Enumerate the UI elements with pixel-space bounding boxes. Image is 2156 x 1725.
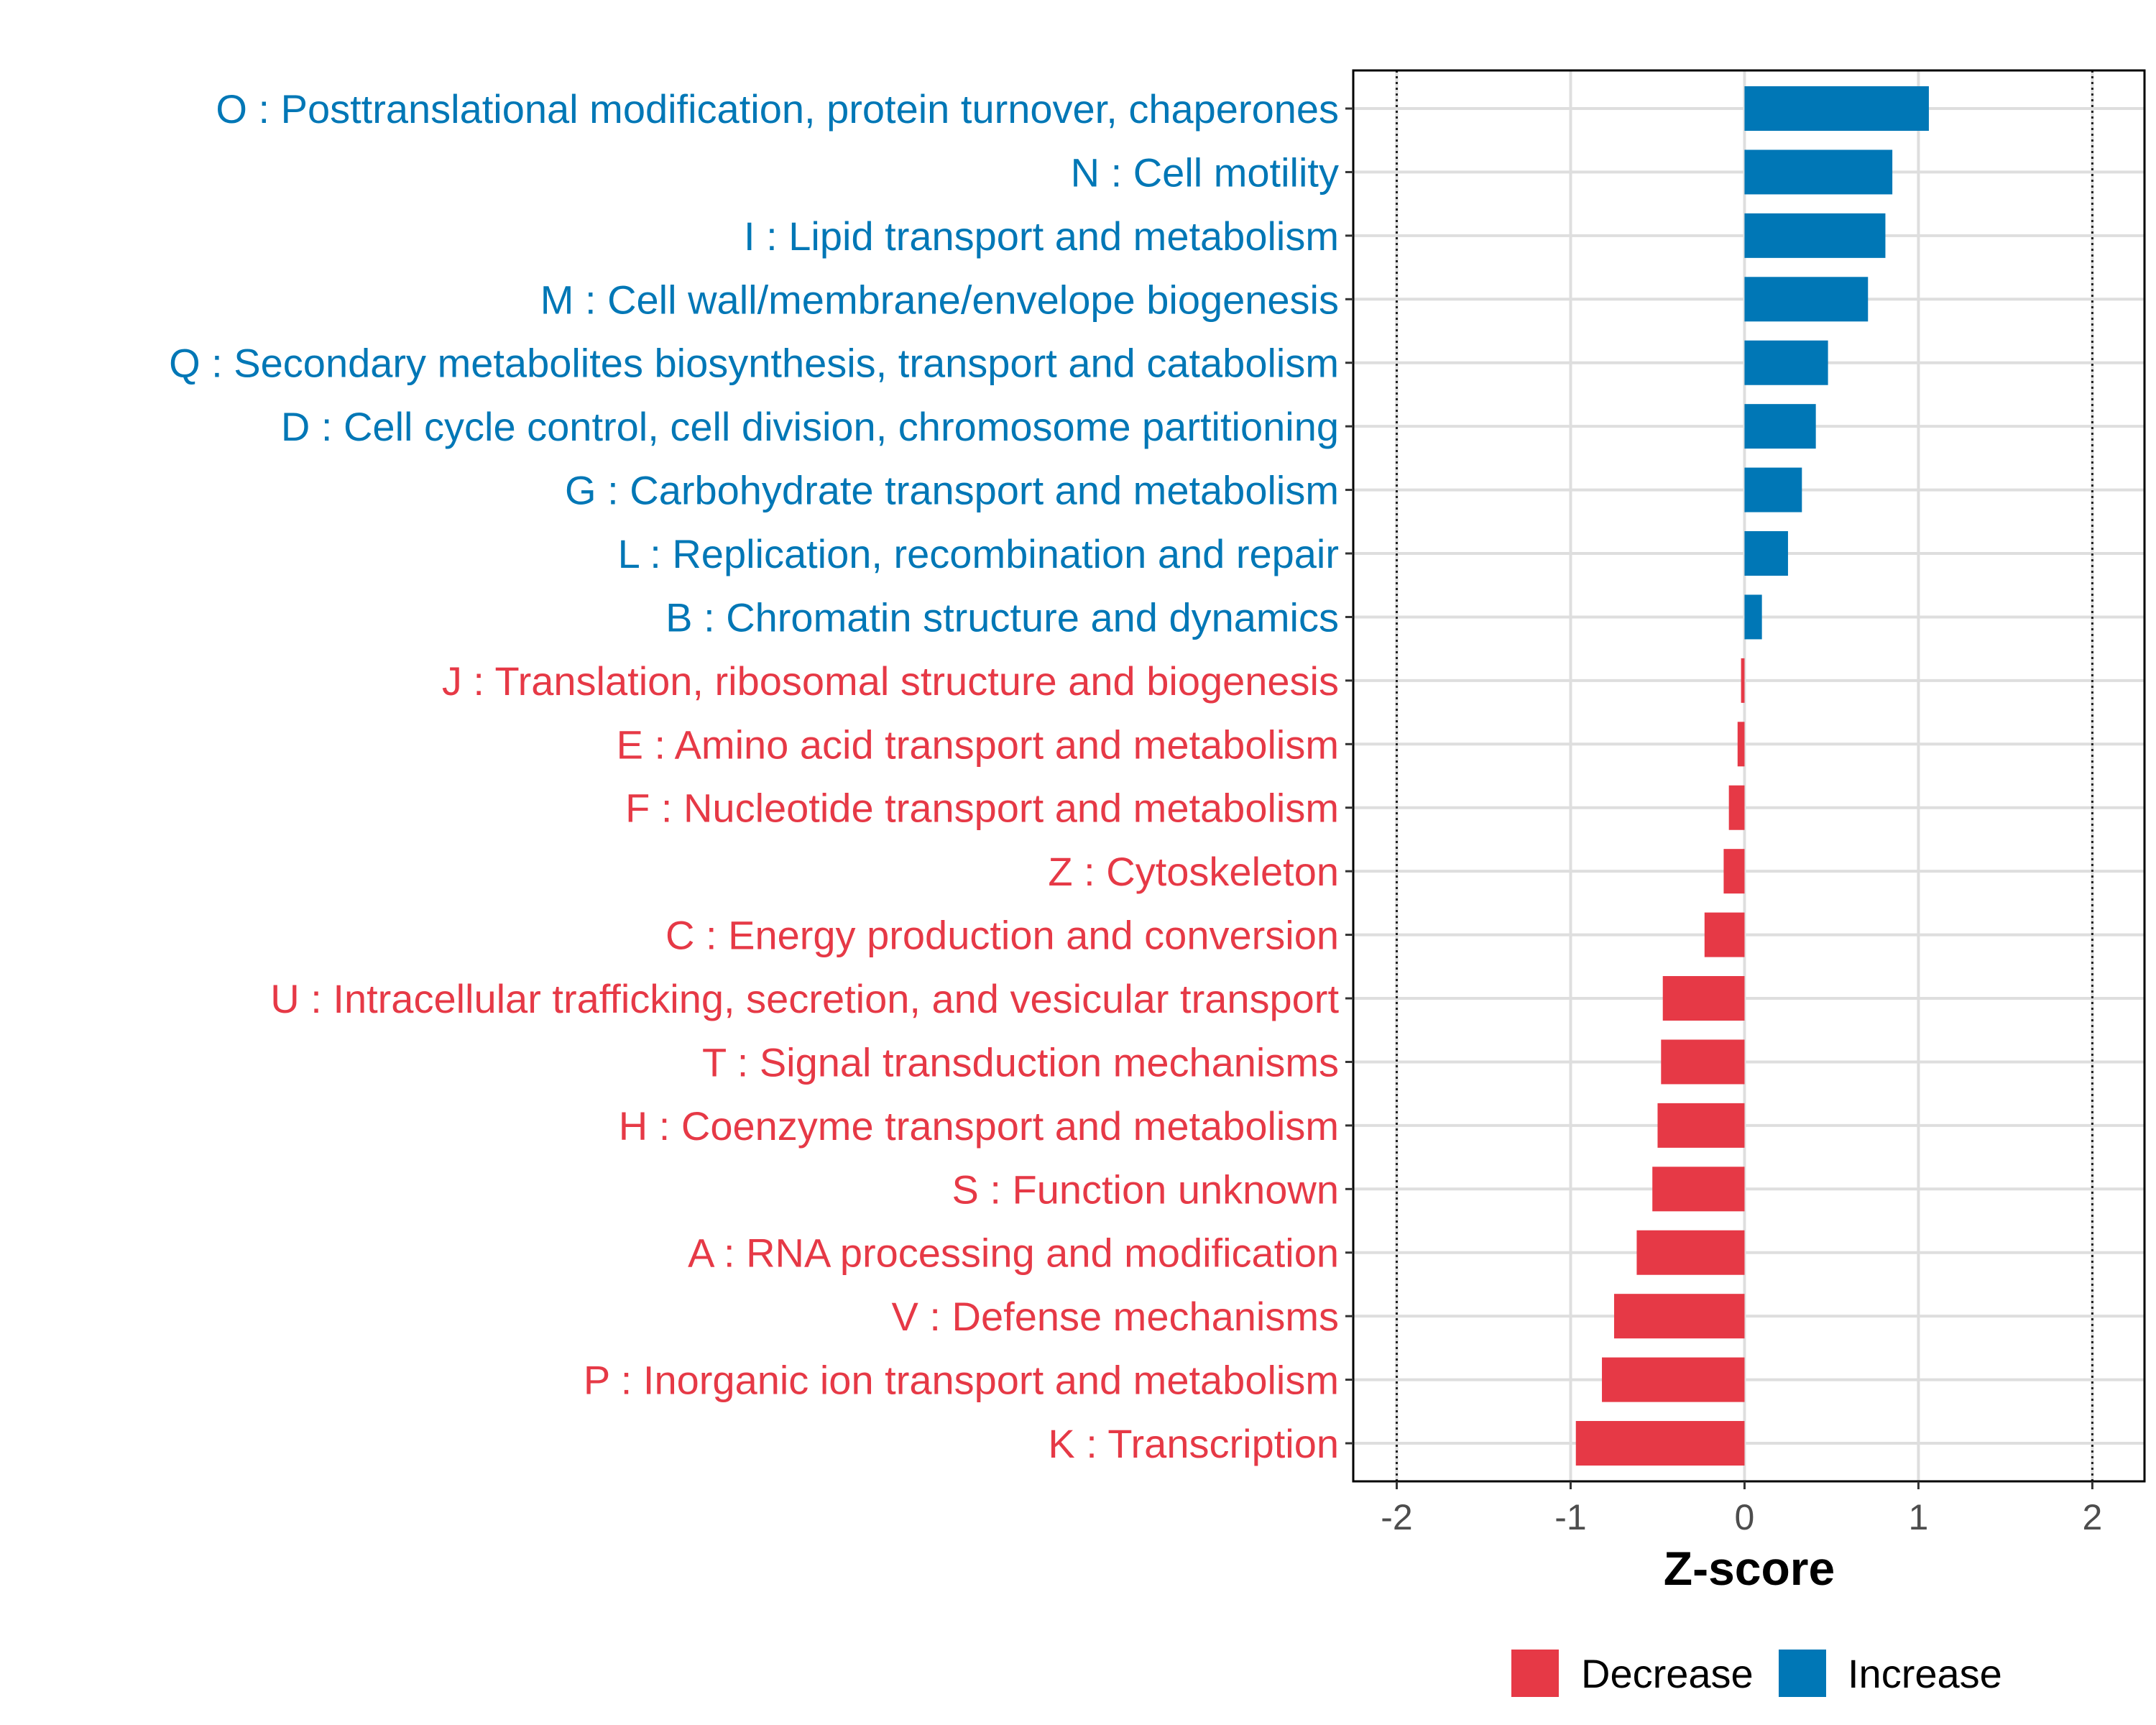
bar-decrease [1723, 849, 1745, 894]
bar-increase [1744, 594, 1762, 640]
category-label: O : Posttranslational modification, prot… [216, 86, 1339, 132]
bar-decrease [1575, 1421, 1745, 1466]
x-tick-label: -1 [1554, 1497, 1586, 1537]
bar-decrease [1662, 976, 1745, 1021]
category-label: L : Replication, recombination and repai… [618, 531, 1339, 576]
bar-decrease [1728, 785, 1745, 830]
x-axis-ticks: -2 -1 0 1 2 [1381, 1481, 2102, 1537]
bar-decrease [1652, 1167, 1745, 1212]
legend: Decrease Increase [1511, 1650, 2002, 1697]
bar-increase [1744, 340, 1828, 385]
bar-increase [1744, 404, 1816, 449]
category-label: J : Translation, ribosomal structure and… [442, 658, 1339, 704]
bar-decrease [1737, 722, 1745, 767]
x-tick-label: 0 [1735, 1497, 1755, 1537]
category-label: T : Signal transduction mechanisms [702, 1039, 1339, 1085]
category-label: N : Cell motility [1071, 150, 1339, 195]
category-label: F : Nucleotide transport and metabolism [625, 786, 1339, 831]
legend-key-increase [1779, 1650, 1826, 1697]
legend-label-decrease: Decrease [1581, 1651, 1754, 1696]
category-label: C : Energy production and conversion [665, 913, 1339, 958]
x-tick-label: 1 [1909, 1497, 1929, 1537]
bar-decrease [1741, 658, 1745, 703]
category-label: Z : Cytoskeleton [1048, 849, 1339, 894]
category-label: Q : Secondary metabolites biosynthesis, … [169, 341, 1339, 386]
bar-decrease [1602, 1357, 1745, 1402]
bar-increase [1744, 277, 1869, 322]
bar-increase [1744, 86, 1929, 131]
y-axis-ticks: O : Posttranslational modification, prot… [169, 86, 1353, 1466]
bar-increase [1744, 213, 1886, 258]
category-label: B : Chromatin structure and dynamics [665, 594, 1339, 640]
category-label: A : RNA processing and modification [688, 1230, 1339, 1276]
category-label: G : Carbohydrate transport and metabolis… [565, 468, 1339, 513]
bar-increase [1744, 467, 1802, 512]
bar-decrease [1613, 1294, 1745, 1339]
bar-decrease [1657, 1103, 1745, 1148]
category-label: S : Function unknown [952, 1167, 1339, 1212]
bar-increase [1744, 531, 1788, 576]
bar-decrease [1661, 1039, 1745, 1085]
legend-key-decrease [1511, 1650, 1559, 1697]
category-label: P : Inorganic ion transport and metaboli… [584, 1358, 1339, 1403]
category-label: E : Amino acid transport and metabolism [617, 722, 1339, 767]
bar-decrease [1704, 912, 1745, 957]
bar-decrease [1636, 1230, 1745, 1275]
category-label: H : Coenzyme transport and metabolism [619, 1103, 1339, 1149]
bars [1575, 86, 1929, 1466]
category-label: K : Transcription [1048, 1421, 1339, 1466]
category-label: D : Cell cycle control, cell division, c… [281, 404, 1339, 449]
category-label: U : Intracellular trafficking, secretion… [270, 976, 1339, 1021]
x-tick-label: 2 [2083, 1497, 2103, 1537]
x-axis-title: Z-score [1664, 1542, 1835, 1595]
x-tick-label: -2 [1381, 1497, 1412, 1537]
panel-border [1352, 69, 2146, 1483]
legend-label-increase: Increase [1848, 1651, 2002, 1696]
category-label: M : Cell wall/membrane/envelope biogenes… [540, 277, 1339, 322]
category-label: V : Defense mechanisms [892, 1294, 1339, 1339]
category-label: I : Lipid transport and metabolism [744, 213, 1339, 259]
bar-increase [1744, 150, 1893, 195]
